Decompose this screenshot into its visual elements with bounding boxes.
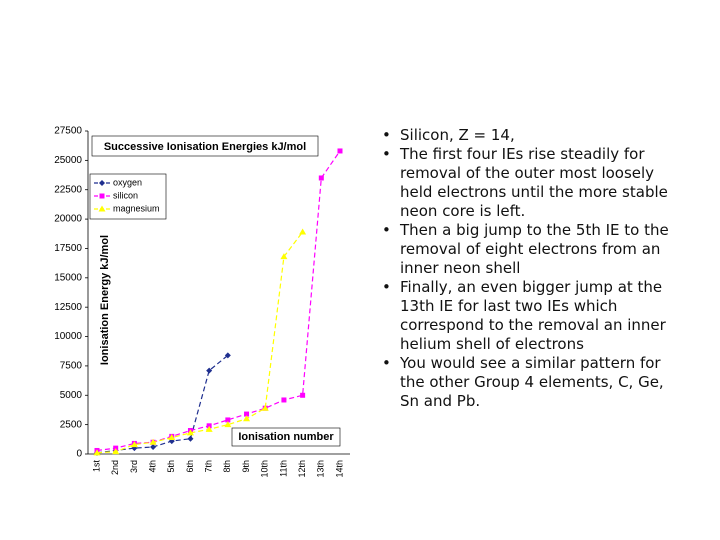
bullet: Then a big jump to the 5th IE to the rem… xyxy=(376,221,686,278)
bullet-list: Silicon, Z = 14,The first four IEs rise … xyxy=(376,126,686,411)
y-tick-label: 7500 xyxy=(60,361,83,372)
data-point xyxy=(206,367,213,374)
x-tick-label: 14th xyxy=(334,460,344,478)
x-tick-label: 3rd xyxy=(129,460,139,473)
data-point xyxy=(93,449,101,456)
data-point xyxy=(150,443,157,450)
y-axis-label: Ionisation Energy kJ/mol xyxy=(99,235,111,365)
data-point xyxy=(113,445,119,451)
x-tick-label: 5th xyxy=(166,460,176,473)
data-point xyxy=(299,228,307,235)
bullet: The first four IEs rise steadily for rem… xyxy=(376,145,686,221)
data-point xyxy=(318,175,324,181)
x-tick-label: 4th xyxy=(147,460,157,473)
data-point xyxy=(205,425,213,432)
y-tick-label: 12500 xyxy=(54,302,82,313)
y-tick-label: 20000 xyxy=(54,214,82,225)
x-tick-label: 7th xyxy=(204,460,214,473)
y-tick-label: 27500 xyxy=(54,126,82,137)
y-tick-label: 17500 xyxy=(54,243,82,254)
data-point xyxy=(149,438,157,445)
data-point xyxy=(168,434,176,441)
legend-marker xyxy=(98,205,106,212)
x-tick-label: 12th xyxy=(297,460,307,478)
bullet: Silicon, Z = 14, xyxy=(376,126,686,145)
y-tick-label: 2500 xyxy=(60,419,83,430)
x-tick-label: 8th xyxy=(222,460,232,473)
x-label-box xyxy=(231,427,341,447)
legend-label: magnesium xyxy=(113,203,160,213)
legend-label: silicon xyxy=(113,190,138,200)
data-point xyxy=(112,448,120,455)
title-box xyxy=(91,135,319,157)
x-tick-label: 9th xyxy=(241,460,251,473)
x-axis-label: Ionisation number xyxy=(238,431,334,443)
legend-marker xyxy=(99,193,105,199)
y-tick-label: 0 xyxy=(76,449,82,460)
bullet: Finally, an even bigger jump at the 13th… xyxy=(376,278,686,354)
series-line xyxy=(96,231,304,454)
data-point xyxy=(243,415,251,422)
data-point xyxy=(225,417,231,423)
data-point xyxy=(186,429,194,436)
data-point xyxy=(224,421,232,428)
data-point xyxy=(281,397,287,403)
x-tick-label: 11th xyxy=(278,460,288,477)
data-point xyxy=(206,423,212,429)
series-line xyxy=(96,354,229,454)
x-tick-label: 2nd xyxy=(110,460,120,475)
data-point xyxy=(187,435,194,442)
data-point xyxy=(130,441,138,448)
series-line xyxy=(96,150,341,452)
y-tick-label: 10000 xyxy=(54,331,82,342)
legend-marker xyxy=(99,180,105,186)
data-point xyxy=(280,253,288,260)
y-tick-label: 25000 xyxy=(54,155,82,166)
x-tick-label: 13th xyxy=(316,460,326,478)
bullet: You would see a similar pattern for the … xyxy=(376,354,686,411)
y-tick-label: 15000 xyxy=(54,272,82,283)
x-tick-label: 1st xyxy=(91,460,101,473)
y-tick-label: 22500 xyxy=(54,184,82,195)
x-tick-label: 6th xyxy=(185,460,195,473)
legend-label: oxygen xyxy=(113,177,142,187)
x-tick-label: 10th xyxy=(260,460,270,478)
data-point xyxy=(224,352,231,359)
chart-title: Successive Ionisation Energies kJ/mol xyxy=(104,141,306,153)
data-point xyxy=(300,392,306,398)
data-point xyxy=(337,148,343,154)
y-tick-label: 5000 xyxy=(60,390,83,401)
data-point xyxy=(244,411,250,417)
data-point xyxy=(261,404,269,411)
